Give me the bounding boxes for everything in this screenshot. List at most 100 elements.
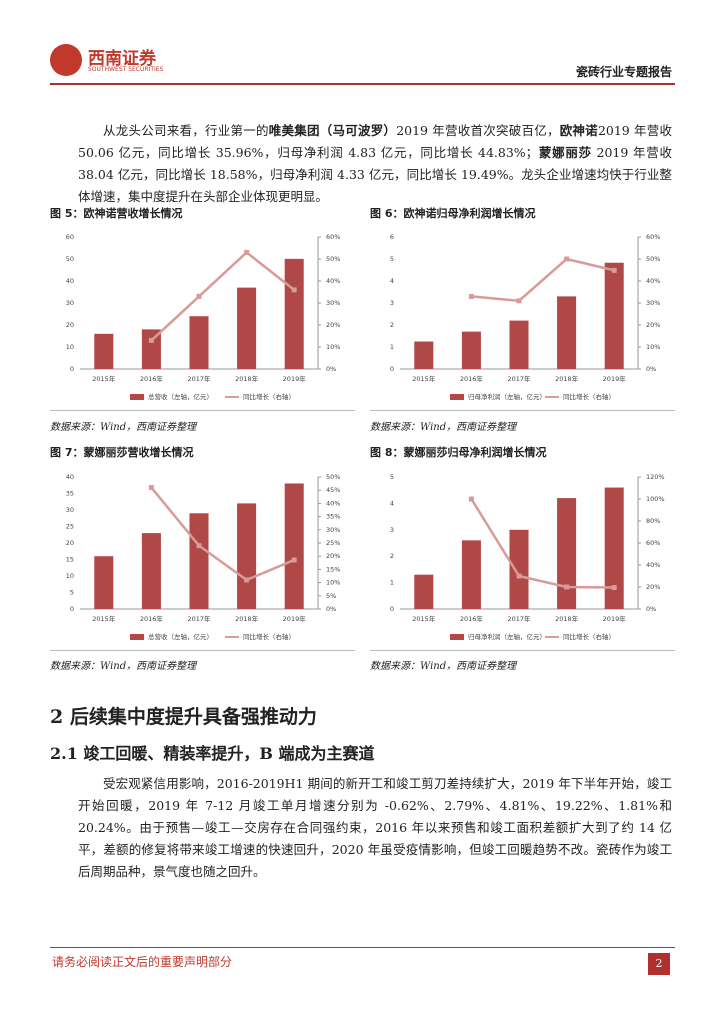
bar [237, 503, 257, 609]
y-tick-label: 5 [390, 473, 394, 481]
y-tick-label: 40 [66, 473, 74, 481]
y2-tick-label: 10% [326, 343, 340, 351]
footer-notice: 请务必阅读正文后的重要声明部分 [52, 955, 233, 969]
line-marker [611, 585, 617, 591]
page-number: 2 [648, 953, 670, 975]
y-tick-label: 15 [66, 556, 74, 564]
y2-tick-label: 60% [646, 233, 660, 241]
y-tick-label: 40 [66, 277, 74, 285]
x-tick-label: 2019年 [283, 374, 307, 383]
text-run: 2019 年营收首次突破百亿， [396, 123, 560, 138]
logo-name: 西南证券 [88, 49, 156, 69]
bar [94, 333, 114, 369]
line-marker [148, 337, 154, 343]
y-tick-label: 10 [66, 572, 74, 580]
y2-tick-label: 20% [326, 321, 340, 329]
y2-tick-label: 120% [646, 473, 665, 481]
chart-source: 数据来源：Wind，西南证券整理 [50, 422, 197, 433]
line-marker [196, 293, 202, 299]
bar [461, 540, 481, 609]
y2-tick-label: 80% [646, 517, 660, 525]
chart: 0 5 10 15 20 25 30 35 40 0% 5% 10% 15% 20% 25% 30% 35% 40… [50, 473, 355, 651]
y-tick-label: 60 [66, 233, 74, 241]
y-tick-label: 5 [390, 255, 394, 263]
bar [414, 574, 434, 609]
y-tick-label: 5 [70, 589, 74, 597]
bar [237, 287, 257, 369]
chart-title: 图 5：欧神诺营收增长情况 [50, 207, 183, 220]
y2-tick-label: 45% [326, 486, 340, 494]
y2-tick-label: 10% [646, 343, 660, 351]
line-marker [291, 557, 297, 563]
legend-label: 总营收（左轴，亿元） [148, 632, 213, 641]
y-tick-label: 2 [390, 552, 394, 560]
x-tick-label: 2017年 [507, 374, 531, 383]
y2-tick-label: 40% [646, 277, 660, 285]
y-tick-label: 4 [390, 277, 394, 285]
x-tick-label: 2015年 [92, 374, 116, 383]
bar [189, 513, 209, 609]
line [470, 498, 615, 589]
chart-source: 数据来源：Wind，西南证券整理 [370, 422, 517, 433]
chart-source: 数据来源：Wind，西南证券整理 [50, 661, 197, 672]
line [150, 486, 295, 582]
y2-tick-label: 25% [326, 539, 340, 547]
chart-title: 图 7：蒙娜丽莎营收增长情况 [50, 446, 194, 459]
legend-swatch [130, 634, 144, 640]
y-tick-label: 1 [390, 579, 394, 587]
bar [557, 498, 577, 609]
bar [284, 258, 304, 369]
x-tick-label: 2017年 [187, 614, 211, 623]
footer-rule [50, 947, 675, 948]
chart-title: 图 6：欧神诺归母净利润增长情况 [370, 207, 536, 220]
y-tick-label: 25 [66, 523, 74, 531]
bar [509, 529, 529, 609]
x-tick-label: 2015年 [412, 374, 436, 383]
y2-tick-label: 60% [646, 539, 660, 547]
text-run: 2019 年营收 50.06 亿元，同比增长 35.96%，归母净利润 4.83… [78, 123, 672, 160]
legend-label: 同比增长（右轴） [243, 632, 295, 641]
text-run: 受宏观紧信用影响，2016-2019H1 期间的新开工和竣工剪刀差持续扩大，20… [78, 776, 672, 879]
legend-label: 归母净利润（左轴，亿元） [468, 632, 546, 641]
header-rule [50, 83, 675, 85]
line-marker [516, 298, 522, 304]
y-tick-label: 0 [390, 605, 394, 613]
y2-tick-label: 0% [326, 365, 336, 373]
legend-label: 同比增长（右轴） [243, 392, 295, 401]
legend-label: 归母净利润（左轴，亿元） [468, 392, 546, 401]
x-tick-label: 2019年 [603, 374, 627, 383]
y2-tick-label: 30% [646, 299, 660, 307]
y-tick-label: 0 [390, 365, 394, 373]
y2-tick-label: 20% [646, 321, 660, 329]
y-tick-label: 4 [390, 499, 394, 507]
y2-tick-label: 20% [326, 552, 340, 560]
y-tick-label: 30 [66, 506, 74, 514]
y2-tick-label: 50% [646, 255, 660, 263]
paragraph: 受宏观紧信用影响，2016-2019H1 期间的新开工和竣工剪刀差持续扩大，20… [78, 773, 672, 883]
x-tick-label: 2018年 [555, 614, 579, 623]
legend-swatch [130, 394, 144, 400]
chart: 0 10 20 30 40 50 60 0% 10% 20% 30% 40% 50% 60% 2015年 20… [50, 233, 355, 411]
x-tick-label: 2019年 [603, 614, 627, 623]
legend-swatch [450, 394, 464, 400]
y-tick-label: 6 [390, 233, 394, 241]
bar [604, 487, 624, 609]
line [150, 250, 295, 342]
paragraph: 从龙头公司来看，行业第一的唯美集团（马可波罗）2019 年营收首次突破百亿，欧神… [78, 120, 672, 208]
chart-source: 数据来源：Wind，西南证券整理 [370, 661, 517, 672]
bar [141, 329, 161, 369]
y2-tick-label: 35% [326, 513, 340, 521]
y2-tick-label: 10% [326, 579, 340, 587]
y-tick-label: 50 [66, 255, 74, 263]
bar [414, 341, 434, 369]
bar [94, 556, 114, 609]
bar [604, 262, 624, 369]
y2-tick-label: 50% [326, 473, 340, 481]
y2-tick-label: 20% [646, 583, 660, 591]
line-marker [196, 543, 202, 549]
legend-swatch [450, 634, 464, 640]
x-tick-label: 2016年 [460, 374, 484, 383]
y2-tick-label: 5% [326, 592, 336, 600]
y-tick-label: 3 [390, 526, 394, 534]
